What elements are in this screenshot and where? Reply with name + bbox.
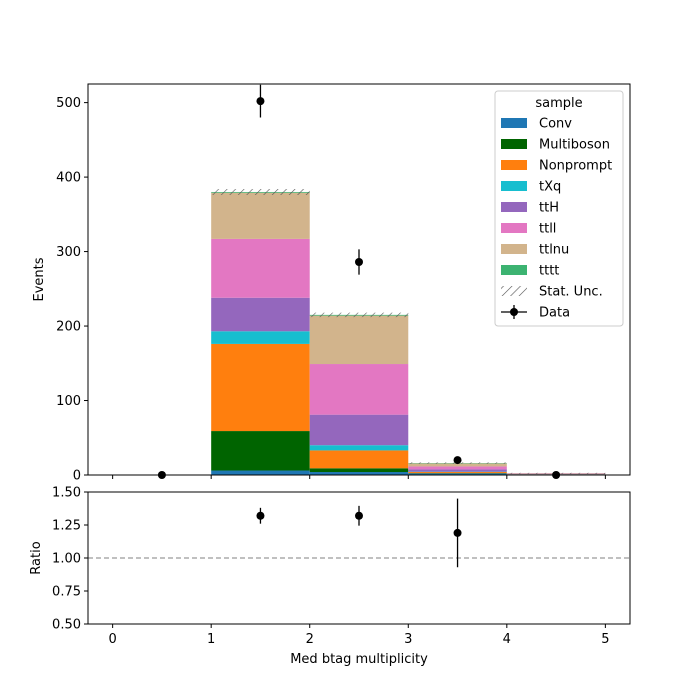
legend-label-nonprompt: Nonprompt [539,159,612,174]
y-tick-label: 100 [56,394,81,409]
x-tick-label: 1 [207,632,215,647]
bar-conv-bin3 [408,473,507,475]
x-tick-label: 0 [108,632,116,647]
bar-txq-bin1 [211,331,310,344]
legend-data-marker [510,308,518,316]
data-point [355,257,363,266]
ratio-y-axis-label: Ratio [29,541,44,574]
bar-ttll-bin3 [408,466,507,470]
bar-conv-bin2 [309,472,409,475]
legend-swatch-txq [501,181,527,191]
legend-label-stat-unc: Stat. Unc. [539,285,603,300]
bar-nonprompt-bin2 [309,450,409,469]
main-axes-frame [87,83,631,476]
ratio-y-tick-label: 0.75 [52,585,81,600]
data-point [256,97,265,106]
legend-label-ttlnu: ttlnu [539,243,569,258]
bar-multiboson-bin1 [211,431,310,471]
legend-label-multiboson: Multiboson [539,138,610,153]
y-tick-label: 500 [56,96,81,111]
legend-swatch-conv [501,118,527,128]
bar-ttlnu-bin2 [309,315,409,365]
y-tick-label: 300 [56,245,81,260]
bar-tth-bin1 [211,297,310,332]
ratio-plot: 0.50 0.75 1.00 1.25 1.50 0 1 2 3 4 5 Med btag multi… [29,486,631,667]
bar-nonprompt-bin3 [408,472,507,474]
y-tick-label: 400 [56,171,81,186]
legend-label-tth: ttH [539,201,559,216]
ratio-y-tick-label: 1.25 [52,519,81,534]
x-tick-label: 4 [503,632,511,647]
x-tick-label: 5 [601,632,609,647]
bar-conv-bin1 [211,470,310,475]
stat-unc-bin2 [309,312,409,318]
legend-swatch-stat-unc [501,286,527,296]
x-axis-label: Med btag multiplicity [290,652,428,667]
ratio-y-tick-label: 0.50 [52,618,81,633]
legend-swatch-ttll [501,223,527,233]
ratio-y-tick-label: 1.00 [52,552,81,567]
bar-nonprompt-bin1 [211,343,310,432]
main-plot: 0 100 200 300 400 500 Events [32,83,631,484]
legend-label-tttt: tttt [539,264,559,279]
bar-multiboson-bin2 [309,468,409,473]
bar-ttlnu-bin3 [408,463,507,467]
legend-swatch-multiboson [501,139,527,149]
legend-swatch-tth [501,202,527,212]
data-point [453,456,462,465]
bar-tth-bin3 [408,469,507,472]
x-tick-label: 3 [404,632,412,647]
legend-label-ttll: ttll [539,222,556,237]
legend: sample Conv Multiboson Nonprompt tXq ttH ttll t… [494,90,624,327]
y-tick-label: 200 [56,320,81,335]
ratio-point [256,511,265,520]
x-tick-label: 2 [306,632,314,647]
y-axis-label: Events [32,257,47,301]
ratio-point [453,528,462,537]
legend-label-data: Data [539,306,570,321]
legend-swatch-ttlnu [501,244,527,254]
y-tick-label: 0 [73,469,81,484]
ratio-y-tick-label: 1.50 [52,486,81,501]
stat-unc-bin1 [211,189,310,195]
bar-tth-bin2 [309,414,409,446]
bar-ttll-bin1 [211,238,310,298]
legend-label-conv: Conv [539,117,572,132]
bar-txq-bin2 [309,445,409,451]
legend-title: sample [535,96,582,111]
legend-label-txq: tXq [539,180,561,195]
bar-ttlnu-bin1 [211,192,310,239]
bar-ttll-bin2 [309,364,409,415]
legend-swatch-nonprompt [501,160,527,170]
ratio-point [355,511,363,520]
legend-swatch-tttt [501,265,527,275]
